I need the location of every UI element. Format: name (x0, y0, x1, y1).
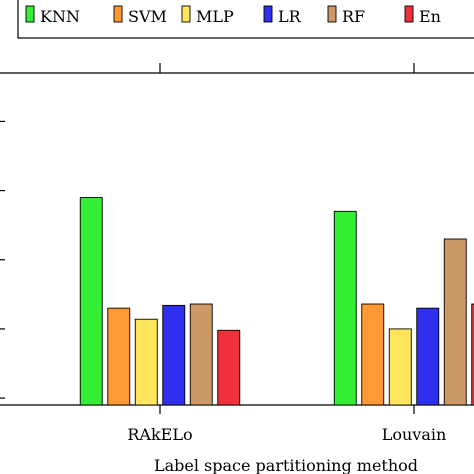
legend-label-ens: En (419, 7, 441, 26)
bar-lr-rakelo (162, 304, 186, 406)
x-axis-ticks (159, 63, 415, 414)
bar-mlp-louvain (388, 328, 412, 406)
legend-label-knn: KNN (40, 7, 80, 26)
x-tick-label-1: Louvain (382, 425, 447, 444)
legend-label-mlp: MLP (196, 7, 234, 26)
x-tick-labels: RAkELo Louvain (127, 425, 446, 444)
bar-rf-rakelo (189, 303, 213, 406)
bar-mlp-rakelo (134, 318, 158, 406)
bar-rf-louvain (443, 238, 467, 406)
bar-svm-louvain (361, 303, 385, 406)
bar-svm-rakelo (107, 307, 131, 406)
bar-ens-louvain (471, 303, 474, 406)
y-axis-ticks (0, 120, 5, 399)
legend-label-svm: SVM (128, 7, 167, 26)
legend-swatch-lr (263, 5, 273, 23)
legend-swatch-svm (113, 5, 123, 23)
bar-ens-rakelo (217, 329, 241, 406)
bars (79, 197, 474, 406)
legend-box (17, 0, 474, 39)
bar-knn-rakelo (79, 197, 103, 406)
legend-swatch-mlp (181, 5, 191, 23)
x-tick-label-0: RAkELo (127, 425, 192, 444)
legend-label-rf: RF (342, 7, 365, 26)
x-axis-label: Label space partitioning method (154, 456, 418, 474)
legend-swatch-ens (404, 5, 414, 23)
legend-label-lr: LR (278, 7, 302, 26)
bar-lr-louvain (416, 307, 440, 406)
legend-swatch-rf (327, 5, 337, 23)
bar-knn-louvain (333, 210, 357, 406)
legend-swatch-knn (25, 5, 35, 23)
legend: KNN SVM MLP LR RF En (17, 0, 474, 39)
